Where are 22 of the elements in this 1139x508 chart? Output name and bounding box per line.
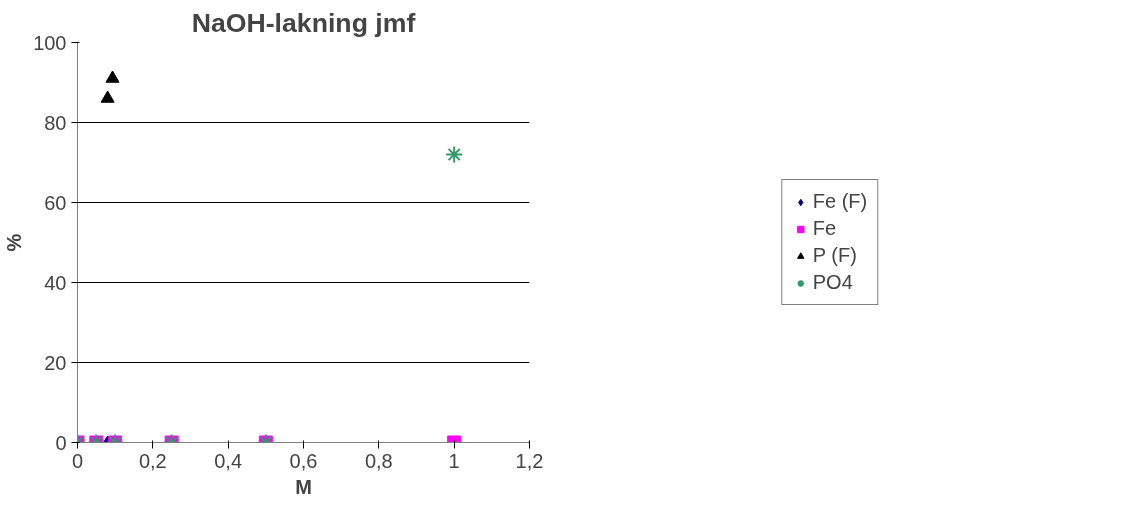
x-tick-label: 0 — [71, 449, 84, 472]
y-tick-label: 80 — [44, 111, 67, 134]
y-tick-label: 40 — [44, 271, 67, 294]
y-tick-label: 60 — [44, 191, 67, 214]
legend-label: PO4 — [812, 271, 853, 294]
point — [105, 70, 120, 83]
y-tick-label: 0 — [55, 431, 67, 454]
y-tick-label: 100 — [33, 31, 67, 54]
x-tick-label: 0,4 — [214, 449, 243, 472]
x-tick-label: 0,8 — [364, 449, 393, 472]
x-axis-title: M — [295, 475, 312, 498]
x-tick-label: 1,2 — [515, 449, 544, 472]
y-tick-label: 20 — [44, 351, 67, 374]
x-tick-label: 0,6 — [289, 449, 318, 472]
point — [100, 90, 115, 103]
legend-label: Fe (F) — [812, 190, 868, 213]
y-axis-title: % — [3, 233, 26, 252]
legend-label: P (F) — [812, 244, 857, 267]
x-tick-label: 1 — [448, 449, 460, 472]
chart-title: NaOH-lakning jmf — [191, 7, 416, 38]
x-tick-label: 0,2 — [138, 449, 167, 472]
legend-label: Fe — [812, 217, 837, 240]
